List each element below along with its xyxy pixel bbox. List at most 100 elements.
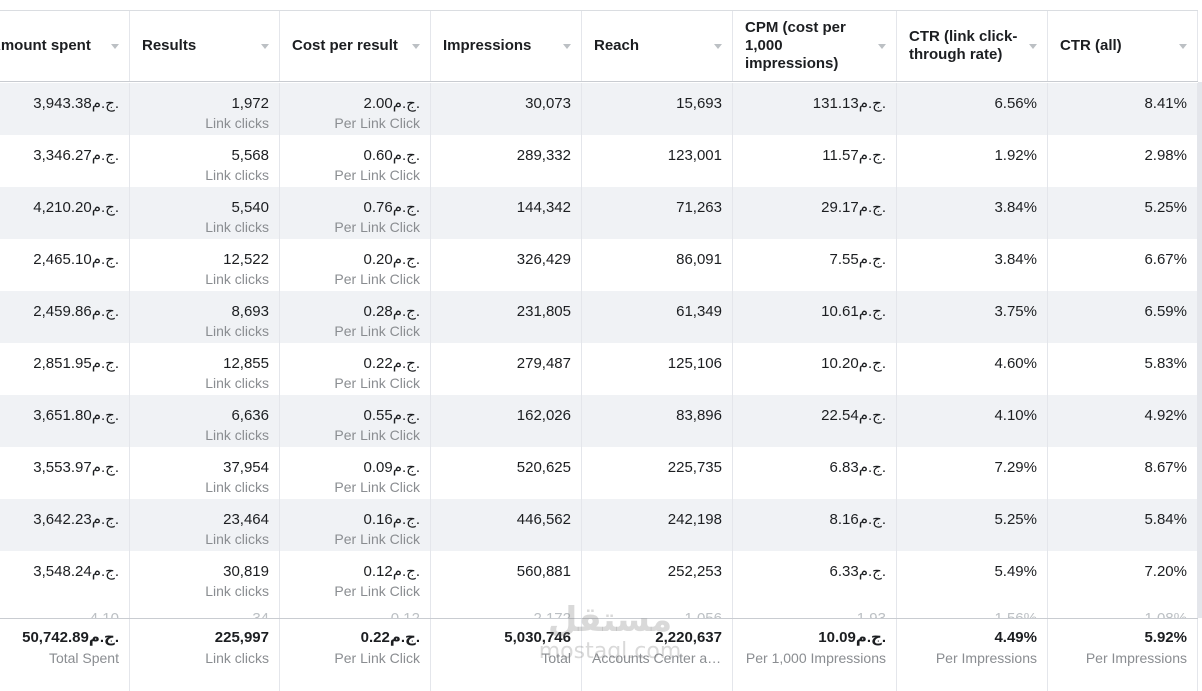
cpm-value: 10.20ج.م.: [821, 355, 886, 372]
cell-impressions: 2,172: [431, 603, 582, 619]
total-ctr-all: 5.92% Per Impressions: [1048, 619, 1198, 691]
total-ctr-link-caption: Per Impressions: [935, 650, 1037, 666]
cell-results: 37,954 Link clicks: [130, 447, 280, 499]
table-row[interactable]: 2,851.95ج.م. 12,855 Link clicks 0.22ج.م.…: [0, 343, 1198, 395]
chevron-down-icon[interactable]: [261, 44, 269, 49]
column-header-label: CTR (link click- through rate): [909, 28, 1018, 63]
cell-amount-spent: 4.10: [0, 603, 130, 619]
results-subtitle: Link clicks: [205, 479, 269, 495]
ctr-link-value: 1.56%: [994, 610, 1037, 619]
reach-value: 225,735: [667, 459, 722, 476]
cost-per-result-subtitle: Per Link Click: [334, 115, 420, 131]
cell-results: 23,464 Link clicks: [130, 499, 280, 551]
table-row[interactable]: 3,346.27ج.م. 5,568 Link clicks 0.60ج.م. …: [0, 135, 1198, 187]
table-row[interactable]: 3,642.23ج.م. 23,464 Link clicks 0.16ج.م.…: [0, 499, 1198, 551]
chevron-down-icon[interactable]: [111, 44, 119, 49]
total-results-value: 225,997: [214, 629, 269, 646]
vertical-scrollbar[interactable]: [1198, 82, 1202, 618]
cell-amount-spent: 4,210.20ج.م.: [0, 187, 130, 239]
cost-per-result-value: 0.20ج.م.: [363, 251, 420, 268]
cell-reach: 71,263: [582, 187, 733, 239]
cpm-value: 6.83ج.م.: [829, 459, 886, 476]
reach-value: 15,693: [676, 95, 722, 112]
column-header-results[interactable]: Results: [130, 11, 280, 81]
ctr-all-value: 6.59%: [1144, 303, 1187, 320]
column-header-impressions[interactable]: Impressions: [431, 11, 582, 81]
table-row[interactable]: 3,548.24ج.م. 30,819 Link clicks 0.12ج.م.…: [0, 551, 1198, 603]
total-reach: 2,220,637 Accounts Center ac...: [582, 619, 733, 691]
chevron-down-icon[interactable]: [563, 44, 571, 49]
total-cost-per-result-value: 0.22ج.م.: [360, 629, 420, 646]
cell-reach: 86,091: [582, 239, 733, 291]
cell-amount-spent: 3,943.38ج.م.: [0, 83, 130, 135]
chevron-down-icon[interactable]: [1179, 44, 1187, 49]
cell-reach: 15,693: [582, 83, 733, 135]
cell-ctr-link: 1.56%: [897, 603, 1048, 619]
cell-amount-spent: 3,548.24ج.م.: [0, 551, 130, 603]
table-row[interactable]: 3,943.38ج.م. 1,972 Link clicks 2.00ج.م. …: [0, 83, 1198, 135]
column-header-label: Reach: [594, 37, 640, 54]
reach-value: 61,349: [676, 303, 722, 320]
reach-value: 1,056: [684, 610, 722, 619]
cell-ctr-link: 1.92%: [897, 135, 1048, 187]
total-impressions-caption: Total: [541, 650, 571, 666]
results-value: 34: [252, 610, 269, 619]
cpm-value: 7.55ج.م.: [829, 251, 886, 268]
column-header-cpm[interactable]: CPM (cost per 1,000 impressions): [733, 11, 897, 81]
cell-ctr-link: 3.84%: [897, 187, 1048, 239]
table-row-partial: 4.10 34 0.12 2,172 1,056 1.93 1.56% 1.08…: [0, 603, 1198, 619]
column-header-ctr-link[interactable]: CTR (link click- through rate): [897, 11, 1048, 81]
cpm-value: 6.33ج.م.: [829, 563, 886, 580]
column-header-label: Amount spent: [0, 37, 91, 54]
chevron-down-icon[interactable]: [1029, 44, 1037, 49]
table-row[interactable]: 3,553.97ج.م. 37,954 Link clicks 0.09ج.م.…: [0, 447, 1198, 499]
total-amount-spent: 50,742.89ج.م. Total Spent: [0, 619, 130, 691]
chevron-down-icon[interactable]: [412, 44, 420, 49]
table-row[interactable]: 2,459.86ج.م. 8,693 Link clicks 0.28ج.م. …: [0, 291, 1198, 343]
cell-cpm: 6.33ج.م.: [733, 551, 897, 603]
column-header-amount-spent[interactable]: Amount spent: [0, 11, 130, 81]
cell-impressions: 560,881: [431, 551, 582, 603]
results-subtitle: Link clicks: [205, 115, 269, 131]
column-header-cost-per-result[interactable]: Cost per result: [280, 11, 431, 81]
cpm-value: 8.16ج.م.: [829, 511, 886, 528]
reach-value: 71,263: [676, 199, 722, 216]
total-cpm-value: 10.09ج.م.: [818, 629, 886, 646]
results-value: 5,540: [231, 199, 269, 216]
impressions-value: 231,805: [516, 303, 571, 320]
column-header-label: CPM (cost per 1,000 impressions): [745, 19, 846, 72]
cpm-value: 11.57ج.م.: [822, 147, 886, 164]
results-subtitle: Link clicks: [205, 271, 269, 287]
cell-amount-spent: 2,459.86ج.م.: [0, 291, 130, 343]
cell-ctr-all: 1.08%: [1048, 603, 1198, 619]
cell-cost-per-result: 0.09ج.م. Per Link Click: [280, 447, 431, 499]
table-row[interactable]: 4,210.20ج.م. 5,540 Link clicks 0.76ج.م. …: [0, 187, 1198, 239]
amount-spent-value: 2,465.10ج.م.: [33, 251, 119, 268]
table-row[interactable]: 3,651.80ج.م. 6,636 Link clicks 0.55ج.م. …: [0, 395, 1198, 447]
cell-cost-per-result: 0.12: [280, 603, 431, 619]
results-value: 37,954: [223, 459, 269, 476]
reach-value: 242,198: [667, 511, 722, 528]
total-amount-spent-caption: Total Spent: [48, 650, 119, 666]
chevron-down-icon[interactable]: [878, 44, 886, 49]
impressions-value: 560,881: [516, 563, 571, 580]
table-row[interactable]: 2,465.10ج.م. 12,522 Link clicks 0.20ج.م.…: [0, 239, 1198, 291]
cost-per-result-subtitle: Per Link Click: [334, 167, 420, 183]
impressions-value: 2,172: [533, 610, 571, 619]
column-header-reach[interactable]: Reach: [582, 11, 733, 81]
amount-spent-value: 2,851.95ج.م.: [33, 355, 119, 372]
total-results-caption: Link clicks: [205, 650, 269, 666]
total-reach-value: 2,220,637: [655, 629, 722, 646]
results-value: 23,464: [223, 511, 269, 528]
cell-ctr-all: 8.67%: [1048, 447, 1198, 499]
results-subtitle: Link clicks: [205, 323, 269, 339]
cell-ctr-link: 3.75%: [897, 291, 1048, 343]
ctr-link-value: 5.49%: [994, 563, 1037, 580]
impressions-value: 162,026: [516, 407, 571, 424]
impressions-value: 326,429: [516, 251, 571, 268]
total-ctr-all-caption: Per Impressions: [1085, 650, 1187, 666]
cell-cost-per-result: 0.76ج.م. Per Link Click: [280, 187, 431, 239]
chevron-down-icon[interactable]: [714, 44, 722, 49]
column-header-ctr-all[interactable]: CTR (all): [1048, 11, 1198, 81]
ctr-all-value: 7.20%: [1144, 563, 1187, 580]
